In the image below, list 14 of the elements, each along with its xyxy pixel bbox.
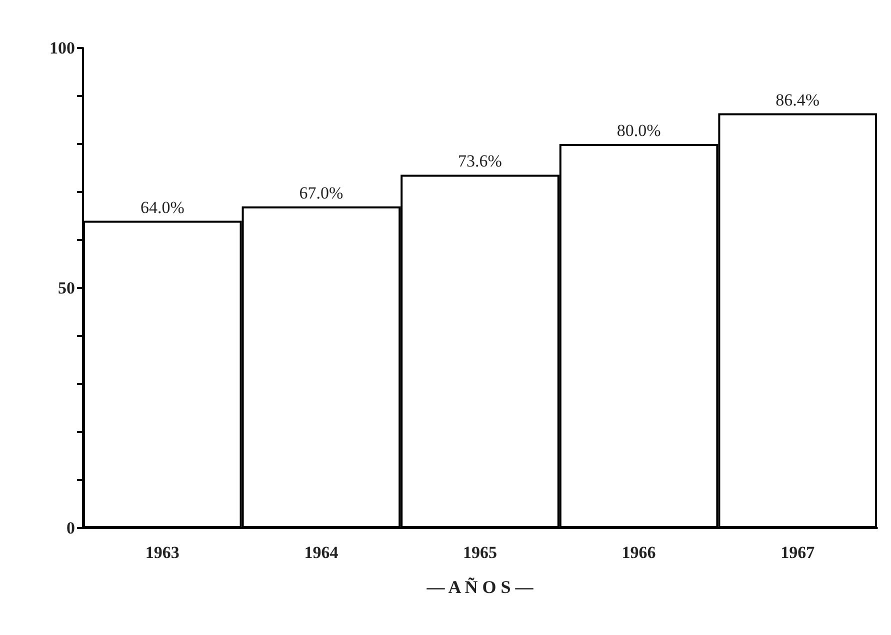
x-axis-title: — A Ñ O S — bbox=[426, 577, 534, 597]
y-tick-label: 0 bbox=[66, 518, 75, 538]
data-label: 64.0% bbox=[140, 198, 184, 217]
x-tick-label: 1967 bbox=[780, 543, 816, 562]
x-tick-label: 1965 bbox=[463, 543, 497, 562]
x-tick-label: 1963 bbox=[145, 543, 180, 562]
data-label: 80.0% bbox=[616, 121, 661, 140]
y-tick-label: 50 bbox=[58, 278, 75, 298]
y-tick-label: 100 bbox=[50, 38, 75, 58]
x-tick-label: 1964 bbox=[304, 543, 339, 562]
data-label: 86.4% bbox=[776, 90, 820, 110]
data-label: 73.6% bbox=[458, 152, 502, 171]
x-tick-label: 1966 bbox=[622, 543, 656, 562]
data-label: 67.0% bbox=[299, 183, 344, 202]
